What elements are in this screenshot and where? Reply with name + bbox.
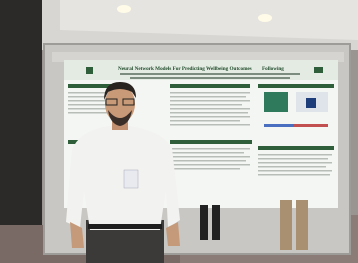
- person-legs: [296, 200, 308, 250]
- section-header: [170, 84, 250, 88]
- ceiling-light: [117, 5, 131, 13]
- person-legs: [212, 205, 220, 240]
- person-legs: [280, 200, 292, 250]
- page: Neural Network Models For Predicting Wel…: [0, 0, 358, 263]
- dark-wall: [0, 0, 42, 263]
- logo: [86, 67, 93, 74]
- figure: [264, 92, 288, 112]
- person-legs: [200, 205, 208, 240]
- figure-bar: [264, 124, 294, 127]
- section-header: [258, 84, 334, 88]
- section-header: [170, 140, 252, 144]
- poster-title: Neural Network Models For Predicting Wel…: [118, 66, 252, 72]
- figure: [306, 98, 316, 108]
- authors: [130, 77, 290, 79]
- poster-title: Following: [262, 66, 284, 72]
- ceiling-light: [258, 14, 272, 22]
- authors: [120, 73, 300, 75]
- logo: [314, 67, 323, 73]
- photo: Neural Network Models For Predicting Wel…: [0, 0, 358, 263]
- section-header: [258, 146, 334, 150]
